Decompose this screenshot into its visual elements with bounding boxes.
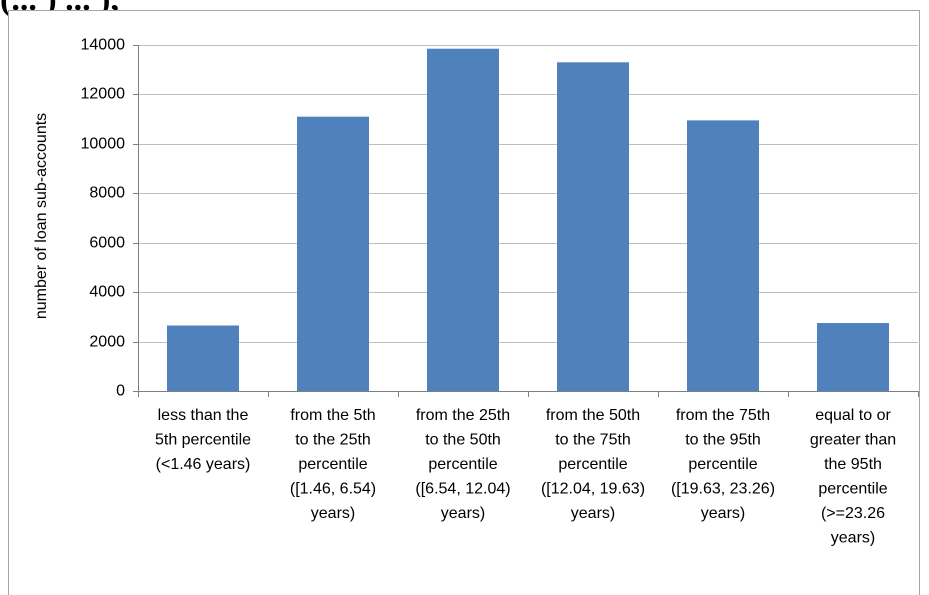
x-tick-label-line: less than the [158,407,249,424]
x-tick-label: from the 50th to the 75th percentile ([12.0… [541,407,645,522]
x-tick-label-line: to the 75th [555,432,631,449]
y-tick-labels: 0 2000 4000 6000 8000 10000 12000 14000 [81,37,126,400]
x-tick-label-line: percentile [558,456,627,473]
x-tick-label-line: years) [571,505,615,522]
y-tick-label: 12000 [81,86,126,103]
x-tick-label-line: ([19.63, 23.26) [671,481,775,498]
bar-0 [167,325,239,391]
x-tick-label-line: from the 50th [546,407,640,424]
x-tick-label-line: greater than [810,432,896,449]
x-tick-label-line: percentile [818,481,887,498]
y-tick-label: 0 [116,383,125,400]
y-tick-label: 14000 [81,37,126,54]
x-tick-label-line: equal to or [815,407,891,424]
x-tick-labels: less than the 5th percentile (<1.46 years)… [155,407,896,547]
y-tick-label: 8000 [89,185,125,202]
x-tick-label-line: years) [441,505,485,522]
x-tick-label-line: ([12.04, 19.63) [541,481,645,498]
x-tick-label: less than the 5th percentile (<1.46 years) [155,407,251,473]
x-tick-label-line: years) [831,530,875,547]
x-tick-label-line: from the 5th [290,407,375,424]
x-tick-label-line: from the 75th [676,407,770,424]
gridlines [138,45,918,343]
x-tick-label-line: (<1.46 years) [156,456,251,473]
y-tick-label: 6000 [89,235,125,252]
x-tick-label-line: from the 25th [416,407,510,424]
bar-2 [427,48,499,391]
x-tick-label-line: years) [311,505,355,522]
x-tick-label-line: 5th percentile [155,432,251,449]
bar-4 [687,120,759,391]
x-tick-label-line: to the 50th [425,432,501,449]
x-tick-label-line: to the 95th [685,432,761,449]
bar-5 [817,323,889,391]
x-tick-label-line: percentile [298,456,367,473]
y-tick-label: 2000 [89,334,125,351]
y-tick-label: 10000 [81,136,126,153]
bar-1 [297,116,369,392]
x-tick-label-line: the 95th [824,456,882,473]
x-tick-label: equal to or greater than the 95th percentil… [810,407,896,547]
axes [133,45,919,397]
x-tick-label-line: (>=23.26 [821,505,885,522]
x-tick-label-line: percentile [428,456,497,473]
x-tick-label-line: years) [701,505,745,522]
x-tick-label-line: ([6.54, 12.04) [415,481,510,498]
bar-3 [557,62,629,392]
x-tick-label-line: percentile [688,456,757,473]
x-tick-label-line: ([1.46, 6.54) [290,481,376,498]
x-tick-label: from the 75th to the 95th percentile ([19.6… [671,407,775,522]
x-tick-label: from the 25th to the 50th percentile ([6.54… [415,407,510,522]
x-tick-label-line: to the 25th [295,432,371,449]
x-tick-label: from the 5th to the 25th percentile ([1.46,… [290,407,376,522]
bars [167,48,889,392]
y-tick-label: 4000 [89,284,125,301]
y-axis-label: number of loan sub-accounts [33,113,50,319]
